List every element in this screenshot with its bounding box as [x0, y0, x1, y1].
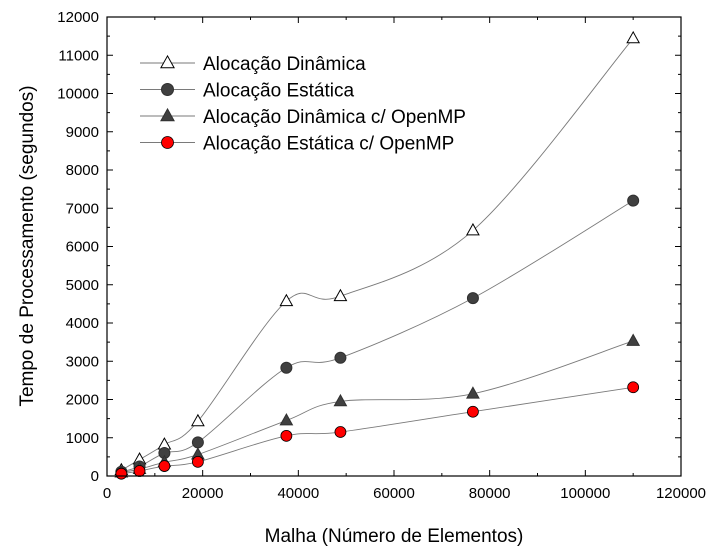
legend-marker	[161, 136, 174, 149]
data-point-s4-6	[334, 426, 347, 438]
data-point-s2-4	[191, 436, 204, 449]
data-point-s3-5	[279, 413, 294, 426]
data-point-s3-6	[333, 393, 348, 407]
data-point-s1-7	[466, 222, 480, 236]
y-tick-label: 9000	[66, 124, 99, 141]
legend-marker	[160, 54, 175, 69]
x-tick-label: 100000	[560, 485, 610, 502]
y-tick-label: 12000	[57, 9, 99, 26]
y-tick-label: 5000	[66, 277, 99, 294]
data-point-s2-6	[334, 351, 347, 364]
y-tick-label: 0	[91, 468, 99, 485]
x-tick-label: 120000	[656, 485, 706, 502]
data-point-s4-8	[627, 381, 640, 394]
data-point-s4-4	[191, 455, 204, 468]
x-tick-label: 0	[103, 485, 111, 502]
y-tick-label: 4000	[66, 315, 99, 332]
data-point-s2-5	[280, 361, 293, 374]
legend-item-2: Alocação Estática	[140, 81, 354, 102]
y-tick-label: 8000	[66, 162, 99, 179]
data-point-s1-4	[190, 413, 205, 427]
legend-item-4: Alocação Estática c/ OpenMP	[140, 134, 454, 155]
series-lines	[121, 38, 634, 475]
legend-label: Alocação Dinâmica	[203, 54, 366, 75]
plot-frame	[106, 16, 682, 477]
y-tick-label: 3000	[66, 353, 99, 370]
series-markers	[114, 30, 641, 480]
legend-marker	[160, 107, 175, 122]
series-line-1	[121, 38, 634, 471]
y-tick-label: 6000	[66, 239, 99, 256]
legend-label: Alocação Estática	[203, 81, 354, 102]
legend-marker	[161, 83, 174, 96]
x-tick-label: 40000	[277, 485, 319, 502]
y-tick-label: 2000	[66, 392, 99, 409]
legend-item-3: Alocação Dinâmica c/ OpenMP	[140, 107, 466, 128]
y-axis: 0 1000 2000 3000 4000 5000 6000 7000 8000 9000 100…	[57, 9, 681, 485]
data-point-s4-2	[133, 465, 146, 477]
data-point-s1-5	[279, 293, 294, 307]
data-point-s4-3	[158, 460, 171, 472]
x-axis-title: Malha (Número de Elementos)	[265, 526, 524, 547]
legend-label: Alocação Dinâmica c/ OpenMP	[203, 107, 466, 128]
x-tick-label: 80000	[469, 485, 511, 502]
y-tick-label: 7000	[66, 200, 99, 217]
y-axis-title: Tempo de Processamento (segundos)	[17, 85, 38, 406]
data-point-s1-6	[333, 288, 348, 302]
data-point-s2-8	[627, 194, 640, 207]
legend: Alocação Dinâmica Alocação Estática Alocaç…	[140, 54, 466, 155]
data-point-s3-8	[626, 333, 641, 346]
x-tick-label: 60000	[373, 485, 415, 502]
data-point-s1-8	[626, 30, 641, 44]
data-point-s4-7	[467, 405, 479, 418]
legend-label: Alocação Estática c/ OpenMP	[203, 134, 454, 155]
data-point-s2-7	[466, 292, 479, 305]
data-point-s3-7	[466, 386, 480, 399]
x-axis: 0 20000 40000 60000 80000 100000 120000	[103, 17, 706, 502]
data-point-s4-5	[280, 429, 293, 442]
legend-item-1: Alocação Dinâmica	[140, 54, 366, 75]
series-line-2	[121, 200, 634, 473]
y-tick-label: 1000	[66, 430, 99, 447]
x-tick-label: 20000	[182, 485, 224, 502]
data-point-s4-1	[115, 467, 128, 480]
y-tick-label: 11000	[58, 47, 99, 64]
y-tick-label: 10000	[57, 86, 99, 103]
